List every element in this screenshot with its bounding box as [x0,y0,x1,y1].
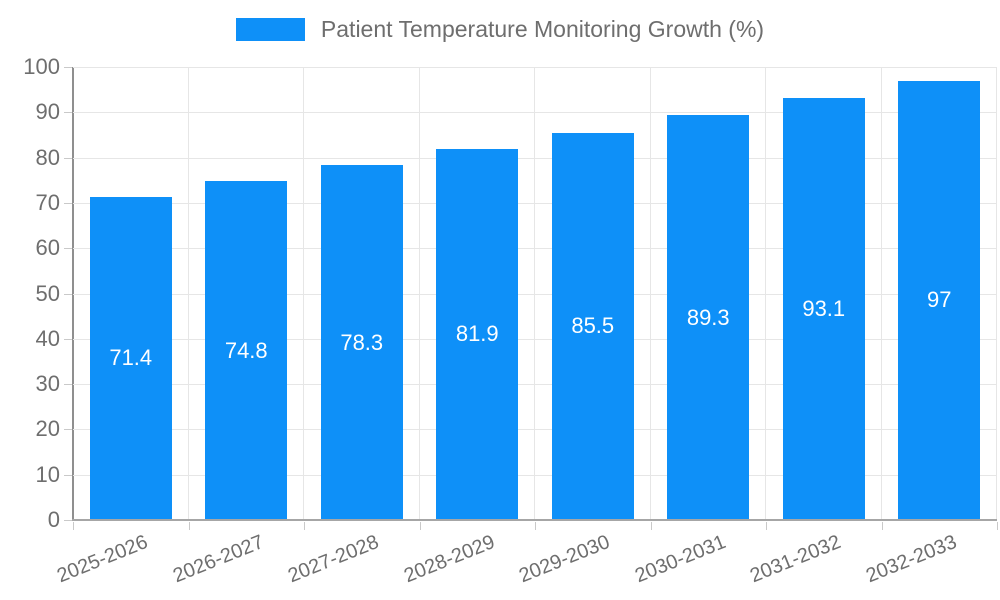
bar[interactable] [205,181,288,520]
y-axis-tick-label: 40 [35,325,60,351]
gridline-horizontal [73,338,997,340]
y-axis-tick-label: 10 [35,461,60,487]
gridline-vertical [303,67,304,520]
y-axis-tick [64,112,72,114]
bar[interactable] [898,80,981,520]
gridline-horizontal [73,474,997,476]
y-axis-tick [64,338,72,340]
x-axis-tick [419,522,421,530]
x-axis-category-label: 2031-2032 [747,531,844,588]
legend-item[interactable]: Patient Temperature Monitoring Growth (%… [0,16,1000,42]
x-axis-category-label: 2029-2030 [516,531,613,588]
gridline-horizontal [73,429,997,431]
x-axis-tick [73,522,74,530]
bar[interactable] [436,149,519,520]
gridline-vertical [187,67,189,520]
y-axis-tick [64,474,72,476]
bar[interactable] [551,132,634,520]
x-axis-line [72,519,997,521]
x-axis-category-label: 2027-2028 [285,531,382,588]
y-axis-tick-label: 80 [35,144,60,170]
y-axis-tick [64,520,72,521]
gridline-vertical [649,67,651,520]
y-axis-tick-label: 70 [35,189,60,215]
x-axis-category-label: 2032-2033 [862,531,960,588]
x-axis-tick [650,522,652,530]
bar[interactable] [320,165,403,520]
x-axis-category-label: 2030-2031 [631,531,729,588]
legend-swatch-icon [235,17,305,41]
y-axis-tick-label: 0 [47,507,60,532]
legend-label: Patient Temperature Monitoring Growth (%… [320,16,765,42]
gridline-vertical [996,67,997,520]
y-axis-tick-label: 30 [35,371,60,397]
gridline-horizontal [73,293,997,295]
x-axis-category-label: 2026-2027 [169,531,267,588]
y-axis-tick-label: 20 [35,416,60,442]
x-axis-tick [766,522,767,530]
gridline-vertical [880,67,882,520]
y-axis-tick-label: 90 [35,99,60,125]
x-axis-tick [188,522,190,530]
gridline-horizontal [73,248,997,250]
x-axis-category-label: 2025-2026 [54,531,151,588]
x-axis-category-label: 2028-2029 [400,531,498,588]
gridline-vertical [765,67,766,520]
gridline-horizontal [73,384,997,386]
y-axis-tick-label: 100 [23,54,60,79]
y-axis-tick [64,293,72,295]
gridline-vertical [418,67,420,520]
gridline-horizontal [73,202,997,204]
x-axis-tick [881,522,883,530]
y-axis-tick [64,67,72,68]
bar[interactable] [89,196,172,520]
bar[interactable] [782,98,865,520]
y-axis-tick-label: 60 [35,235,60,261]
x-axis-tick [304,522,305,530]
y-axis-tick [64,384,72,386]
bar[interactable] [667,115,750,520]
y-axis-tick [64,248,72,250]
x-axis-tick [997,522,998,530]
y-axis-tick [64,157,72,159]
plot-area: 71.4 74.8 78.3 81.9 85.5 89.3 93.1 97 [73,67,997,520]
y-axis-tick [64,429,72,431]
gridline-horizontal [73,67,997,68]
x-axis-tick [535,522,536,530]
gridline-vertical [534,67,535,520]
gridline-horizontal [73,157,997,159]
y-axis-tick [64,202,72,204]
gridline-horizontal [73,112,997,114]
y-axis-tick-label: 50 [35,280,60,306]
